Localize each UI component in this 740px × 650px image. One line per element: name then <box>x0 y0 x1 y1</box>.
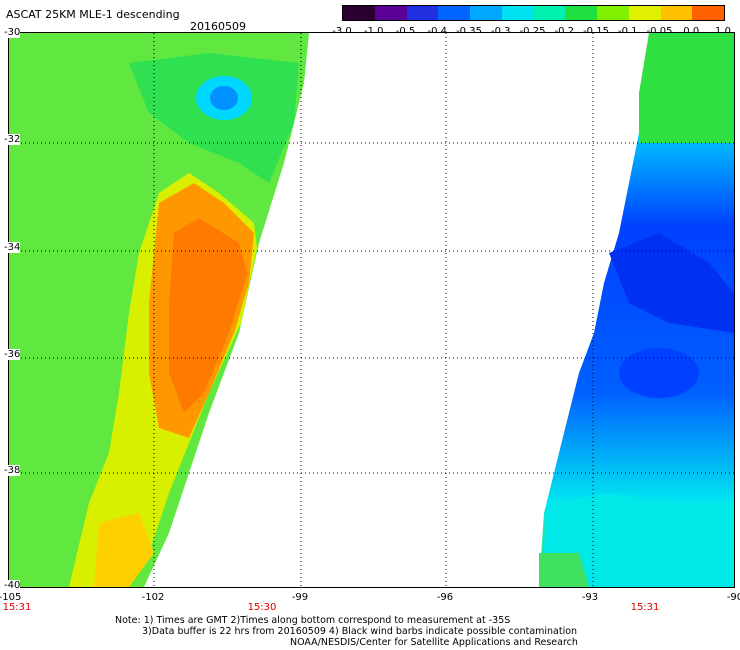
latitude-label: -30 <box>4 27 21 38</box>
note-line-2: 3)Data buffer is 22 hrs from 20160509 4)… <box>142 626 578 637</box>
measurement-time-label: 15:30 <box>247 602 277 613</box>
color-scale-segment <box>343 6 375 20</box>
measurement-time-label: 15:31 <box>630 602 660 613</box>
color-scale-tick-label: -0.25 <box>520 26 546 37</box>
measurement-time-label: 15:31 <box>2 602 32 613</box>
color-scale-tick-label: -0.3 <box>491 26 511 37</box>
longitude-label: -105 <box>0 592 22 603</box>
latitude-label: -36 <box>4 349 21 360</box>
color-scale-tick-label: -1.0 <box>364 26 384 37</box>
color-scale-segment <box>438 6 470 20</box>
longitude-label: -90 <box>726 592 740 603</box>
color-scale-tick-label: -0.4 <box>427 26 447 37</box>
color-scale-tick-label: -0.05 <box>647 26 673 37</box>
color-scale-tick-label: 0.0 <box>683 26 699 37</box>
latitude-label: -38 <box>4 465 21 476</box>
color-scale-segment <box>628 6 661 20</box>
color-scale-tick-label: 1.0 <box>715 26 731 37</box>
swath-plot <box>9 33 734 587</box>
color-scale-segment <box>374 6 407 20</box>
color-scale-bar <box>342 5 725 21</box>
color-scale-tick-label: -0.2 <box>554 26 574 37</box>
note-line-3: NOAA/NESDIS/Center for Satellite Applica… <box>290 637 578 648</box>
color-scale-tick-label: -0.1 <box>618 26 638 37</box>
color-scale-tick-label: -0.15 <box>583 26 609 37</box>
color-scale-segment <box>660 6 693 20</box>
color-scale-segment <box>597 6 629 20</box>
latitude-label: -40 <box>4 580 21 591</box>
note-line-1: Note: 1) Times are GMT 2)Times along bot… <box>115 615 511 626</box>
product-date: 20160509 <box>190 20 246 33</box>
product-title: ASCAT 25KM MLE-1 descending <box>6 8 180 21</box>
color-scale-segment <box>692 6 724 20</box>
left-swath <box>9 33 309 587</box>
right-swath <box>539 33 734 587</box>
color-scale-tick-label: -3.0 <box>332 26 352 37</box>
longitude-label: -99 <box>291 592 309 603</box>
color-scale-segment <box>533 6 566 20</box>
longitude-label: -96 <box>436 592 454 603</box>
color-scale-segment <box>406 6 439 20</box>
color-scale-segment <box>501 6 534 20</box>
longitude-label: -102 <box>141 592 165 603</box>
longitude-label: -93 <box>581 592 599 603</box>
latitude-label: -32 <box>4 134 21 145</box>
color-scale-tick-label: -0.5 <box>396 26 416 37</box>
color-scale-tick-label: -0.35 <box>456 26 482 37</box>
latitude-label: -34 <box>4 242 21 253</box>
swath-map <box>8 32 735 588</box>
color-scale-segment <box>470 6 502 20</box>
color-scale-segment <box>565 6 597 20</box>
lat-lon-grid <box>9 33 734 587</box>
